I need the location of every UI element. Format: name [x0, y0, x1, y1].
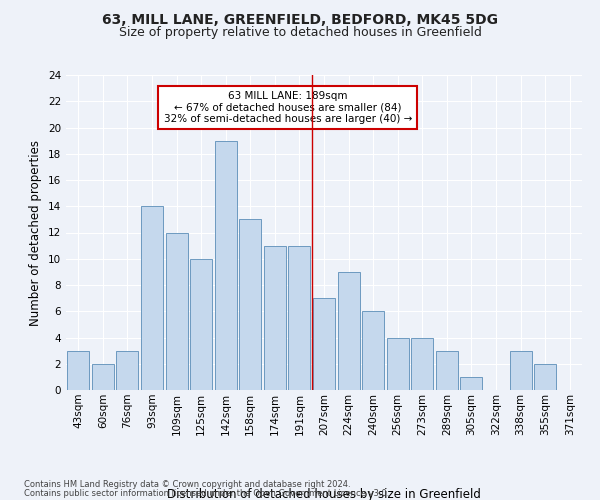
Text: Contains HM Land Registry data © Crown copyright and database right 2024.: Contains HM Land Registry data © Crown c… — [24, 480, 350, 489]
Bar — [313, 298, 335, 390]
Bar — [264, 246, 286, 390]
Text: 63 MILL LANE: 189sqm
← 67% of detached houses are smaller (84)
32% of semi-detac: 63 MILL LANE: 189sqm ← 67% of detached h… — [164, 91, 412, 124]
X-axis label: Distribution of detached houses by size in Greenfield: Distribution of detached houses by size … — [167, 488, 481, 500]
Bar — [190, 259, 212, 390]
Bar — [386, 338, 409, 390]
Bar — [289, 246, 310, 390]
Text: Contains public sector information licensed under the Open Government Licence v3: Contains public sector information licen… — [24, 488, 389, 498]
Bar — [239, 220, 262, 390]
Bar — [215, 140, 237, 390]
Bar — [411, 338, 433, 390]
Bar — [92, 364, 114, 390]
Text: Size of property relative to detached houses in Greenfield: Size of property relative to detached ho… — [119, 26, 481, 39]
Bar — [67, 350, 89, 390]
Y-axis label: Number of detached properties: Number of detached properties — [29, 140, 43, 326]
Bar — [362, 311, 384, 390]
Bar — [338, 272, 359, 390]
Bar — [166, 232, 188, 390]
Bar — [509, 350, 532, 390]
Bar — [436, 350, 458, 390]
Text: 63, MILL LANE, GREENFIELD, BEDFORD, MK45 5DG: 63, MILL LANE, GREENFIELD, BEDFORD, MK45… — [102, 12, 498, 26]
Bar — [460, 377, 482, 390]
Bar — [141, 206, 163, 390]
Bar — [534, 364, 556, 390]
Bar — [116, 350, 139, 390]
